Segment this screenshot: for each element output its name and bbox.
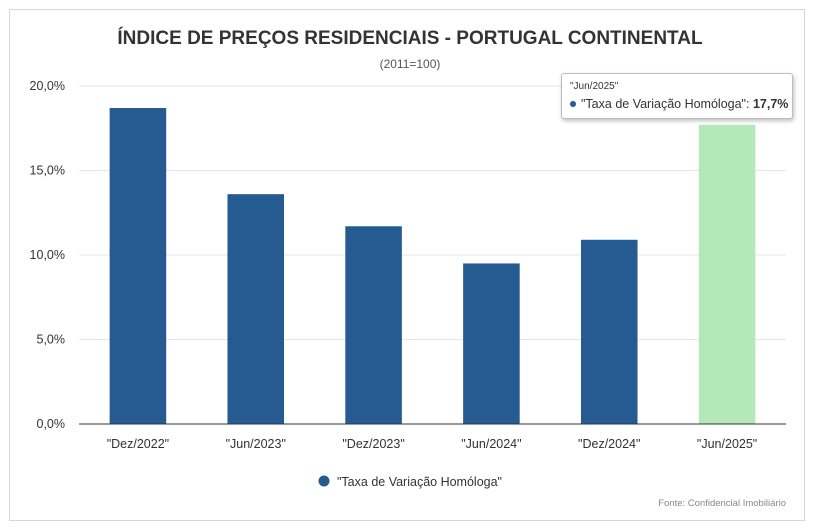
tooltip-row: "Taxa de Variação Homóloga": 17,7%	[570, 97, 788, 111]
x-tick-label: "Jun/2025"	[697, 437, 757, 451]
bar[interactable]	[109, 107, 167, 424]
x-tick-label: "Jun/2024"	[461, 437, 521, 451]
legend-series-marker[interactable]	[318, 475, 330, 487]
chart-title: ÍNDICE DE PREÇOS RESIDENCIAIS - PORTUGAL…	[117, 27, 703, 49]
y-tick-label: 10,0%	[30, 248, 65, 262]
x-tick-label: "Dez/2023"	[342, 437, 404, 451]
x-tick-label: "Jun/2023"	[226, 437, 286, 451]
tooltip-category: "Jun/2025"	[570, 81, 619, 92]
tooltip-series-label: "Taxa de Variação Homóloga":	[581, 97, 753, 111]
legend[interactable]: "Taxa de Variação Homóloga"	[318, 475, 502, 489]
tooltip: "Jun/2025" "Taxa de Variação Homóloga": …	[561, 73, 793, 119]
y-tick-label: 20,0%	[30, 79, 65, 93]
x-tick-label: "Dez/2024"	[578, 437, 640, 451]
chart-subtitle: (2011=100)	[380, 57, 441, 71]
chart-credit: Fonte: Confidencial Imobiliário	[658, 498, 786, 509]
bar[interactable]	[463, 263, 520, 424]
legend-series-label[interactable]: "Taxa de Variação Homóloga"	[337, 475, 502, 489]
bar[interactable]	[698, 124, 756, 425]
y-tick-label: 0,0%	[37, 417, 66, 431]
tooltip-value: 17,7%	[752, 97, 789, 111]
x-tick-label: "Dez/2022"	[107, 437, 169, 451]
y-tick-label: 15,0%	[30, 164, 65, 178]
bar[interactable]	[345, 226, 402, 424]
bar[interactable]	[580, 239, 638, 424]
bar[interactable]	[227, 194, 285, 424]
tooltip-series-dot	[570, 100, 576, 107]
y-tick-label: 5,0%	[37, 333, 66, 347]
